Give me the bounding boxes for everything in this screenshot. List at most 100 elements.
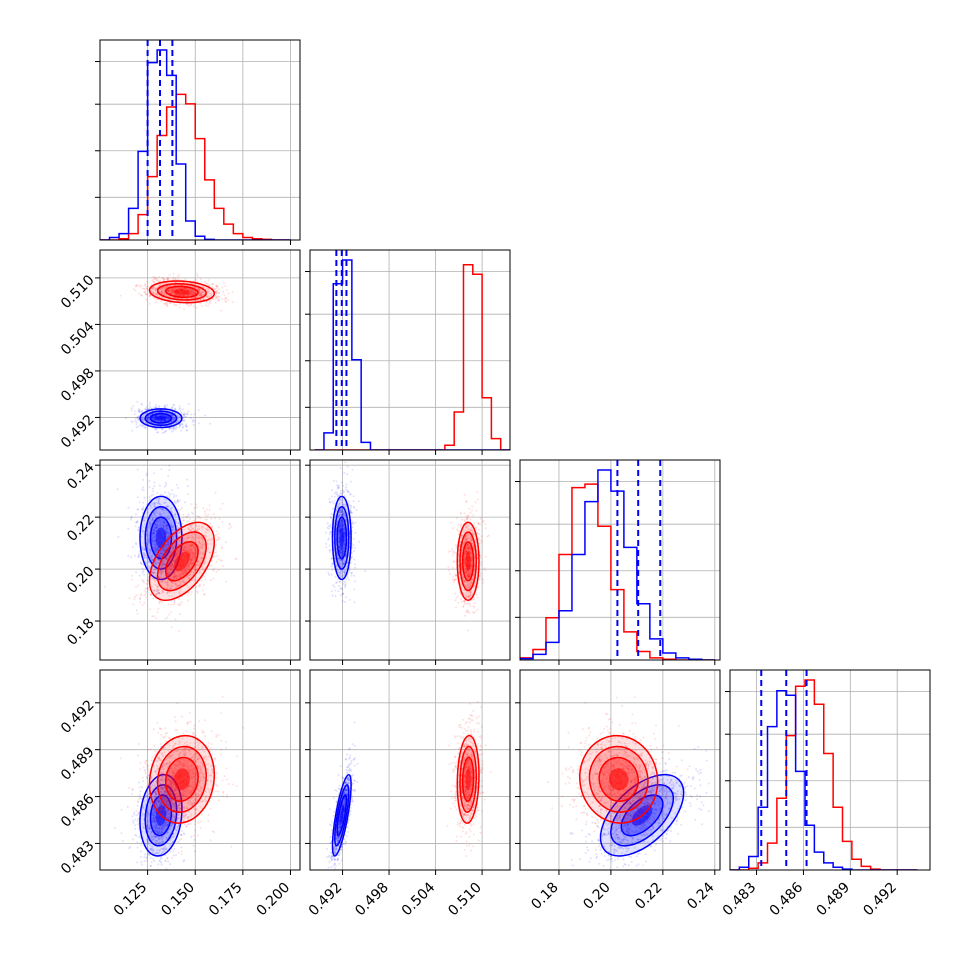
scatter-point	[225, 580, 228, 583]
scatter-point	[343, 531, 346, 534]
scatter-point	[212, 555, 215, 558]
scatter-point	[182, 539, 185, 542]
scatter-point	[142, 486, 145, 489]
scatter-point	[158, 600, 161, 603]
scatter-point	[159, 568, 162, 571]
scatter-point	[190, 559, 193, 562]
scatter-point	[344, 571, 346, 574]
scatter-point	[207, 290, 210, 293]
scatter-point	[183, 294, 186, 297]
scatter-point	[165, 530, 167, 532]
scatter-point	[204, 414, 207, 417]
scatter-point	[166, 282, 169, 285]
scatter-point	[198, 294, 201, 297]
scatter-point	[140, 410, 143, 413]
scatter-point	[134, 525, 137, 528]
scatter-point	[168, 427, 171, 430]
scatter-point	[192, 291, 195, 294]
scatter-point	[476, 498, 479, 501]
scatter-point	[341, 588, 344, 591]
scatter-point	[164, 516, 167, 519]
scatter-point	[149, 506, 152, 509]
scatter-point	[171, 563, 174, 566]
scatter-point	[214, 297, 217, 300]
scatter-point	[168, 417, 171, 420]
scatter-point	[173, 575, 176, 578]
scatter-point	[166, 419, 169, 422]
scatter-point	[195, 564, 198, 567]
scatter-point	[339, 524, 342, 527]
scatter-point	[214, 517, 217, 520]
scatter-point	[452, 551, 455, 554]
scatter-point	[452, 576, 455, 579]
scatter-point	[143, 548, 146, 551]
scatter-point	[166, 516, 169, 519]
scatter-point	[166, 583, 169, 586]
scatter-point	[128, 597, 131, 600]
scatter-point	[166, 404, 169, 407]
scatter-point	[207, 529, 210, 532]
scatter-point	[185, 567, 188, 570]
scatter-point	[158, 592, 161, 595]
scatter-point	[225, 296, 228, 299]
scatter-point	[137, 415, 139, 418]
scatter-point	[165, 557, 168, 560]
scatter-point	[153, 578, 156, 581]
scatter-point	[175, 582, 177, 585]
scatter-point	[170, 509, 173, 512]
scatter-point	[203, 510, 206, 513]
scatter-point	[208, 538, 211, 541]
scatter-point	[218, 292, 221, 294]
scatter-point	[183, 568, 186, 571]
scatter-point	[153, 589, 156, 592]
scatter-point	[465, 572, 468, 575]
scatter-point	[163, 546, 166, 548]
scatter-point	[175, 576, 177, 579]
scatter-point	[153, 543, 156, 546]
scatter-point	[148, 541, 151, 544]
scatter-point	[177, 550, 180, 553]
scatter-point	[190, 503, 193, 506]
scatter-point	[471, 578, 474, 581]
scatter-point	[153, 415, 155, 418]
scatter-point	[343, 495, 346, 497]
scatter-point	[151, 532, 154, 535]
scatter-point	[331, 568, 333, 571]
scatter-point	[162, 526, 165, 529]
scatter-point	[341, 521, 344, 524]
scatter-point	[349, 504, 352, 507]
scatter-point	[179, 529, 182, 532]
scatter-point	[171, 563, 174, 566]
scatter-point	[215, 295, 217, 298]
scatter-point	[163, 519, 166, 522]
scatter-point	[177, 487, 179, 489]
scatter-point	[171, 292, 174, 294]
scatter-point	[189, 303, 192, 305]
scatter-point	[469, 571, 472, 574]
scatter-point	[336, 487, 339, 490]
density-fill	[155, 415, 167, 421]
scatter-point	[155, 277, 158, 280]
scatter-point	[222, 282, 225, 285]
scatter-point	[154, 572, 157, 575]
scatter-point	[341, 514, 344, 517]
scatter-point	[341, 553, 344, 556]
scatter-point	[164, 302, 167, 305]
scatter-point	[215, 551, 217, 554]
scatter-point	[198, 289, 201, 292]
scatter-point	[167, 289, 170, 292]
scatter-point	[339, 549, 342, 552]
scatter-point	[178, 405, 181, 408]
scatter-point	[161, 286, 164, 289]
scatter-point	[143, 544, 146, 547]
scatter-point	[140, 535, 143, 538]
scatter-point	[180, 412, 183, 415]
scatter-point	[168, 532, 171, 535]
scatter-point	[176, 553, 179, 556]
scatter-point	[164, 509, 167, 512]
scatter-point	[204, 527, 207, 530]
scatter-point	[182, 573, 185, 576]
scatter-point	[170, 289, 173, 292]
scatter-point	[342, 514, 345, 517]
scatter-point	[207, 279, 210, 282]
